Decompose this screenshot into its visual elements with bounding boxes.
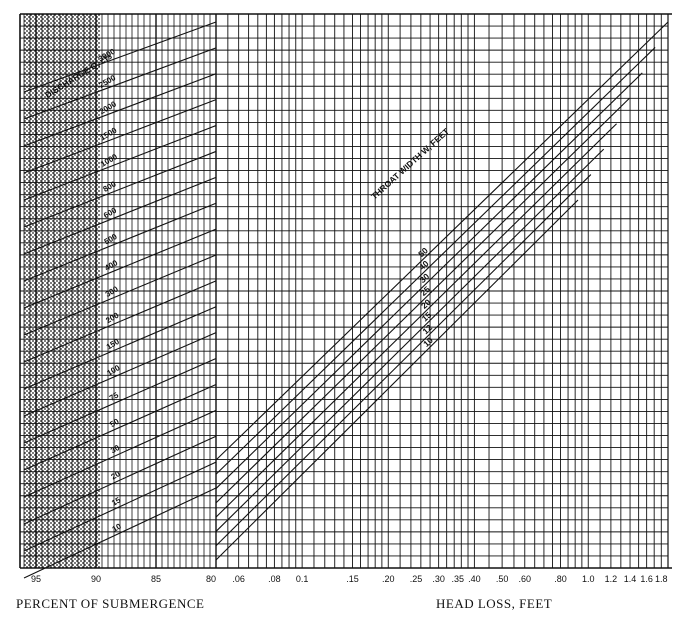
submergence-tick-label: 90 bbox=[91, 574, 101, 584]
discharge-value-label: 1500 bbox=[98, 125, 118, 142]
discharge-value-label: 200 bbox=[104, 310, 121, 325]
discharge-line bbox=[23, 435, 217, 525]
discharge-line bbox=[23, 150, 217, 228]
discharge-line bbox=[23, 280, 217, 363]
discharge-value-label: 500 bbox=[103, 232, 120, 247]
head-loss-tick-label: 1.6 bbox=[640, 574, 653, 584]
discharge-line bbox=[23, 99, 217, 174]
throat-width-line bbox=[215, 174, 592, 547]
throat-width-line bbox=[215, 148, 605, 532]
head-loss-tick-label: 1.4 bbox=[624, 574, 637, 584]
throat-width-value-label: 15 bbox=[420, 310, 434, 324]
discharge-value-label: 300 bbox=[104, 284, 121, 299]
discharge-line bbox=[23, 176, 217, 255]
throat-width-value-label: 30 bbox=[418, 271, 432, 285]
throat-width-line bbox=[215, 97, 630, 504]
discharge-line bbox=[23, 332, 217, 417]
submergence-tick-label: 95 bbox=[31, 574, 41, 584]
head-loss-tick-label: .25 bbox=[410, 574, 423, 584]
discharge-line bbox=[23, 47, 217, 120]
throat-width-line bbox=[215, 47, 656, 475]
grid-lines bbox=[19, 13, 672, 569]
head-loss-tick-label: .50 bbox=[496, 574, 509, 584]
head-loss-axis-title: HEAD LOSS, FEET bbox=[436, 596, 553, 611]
discharge-line bbox=[23, 358, 217, 444]
submergence-tick-label: 80 bbox=[206, 574, 216, 584]
discharge-line bbox=[23, 409, 217, 498]
submergence-axis-title: PERCENT OF SUBMERGENCE bbox=[16, 596, 205, 611]
head-loss-tick-label: .40 bbox=[468, 574, 481, 584]
head-loss-tick-label: .60 bbox=[519, 574, 532, 584]
head-loss-tick-label: .20 bbox=[382, 574, 395, 584]
discharge-line bbox=[23, 461, 217, 552]
throat-width-line bbox=[215, 72, 643, 489]
discharge-line bbox=[23, 202, 217, 282]
discharge-line bbox=[23, 383, 217, 471]
head-loss-tick-label: 0.1 bbox=[296, 574, 309, 584]
discharge-lines bbox=[23, 21, 217, 579]
head-loss-tick-label: 1.2 bbox=[605, 574, 618, 584]
head-loss-tick-label: .30 bbox=[432, 574, 445, 584]
discharge-line bbox=[23, 254, 217, 336]
head-loss-tick-label: .08 bbox=[268, 574, 281, 584]
throat-width-line bbox=[215, 21, 669, 461]
discharge-line bbox=[23, 125, 217, 201]
head-loss-tick-label: .06 bbox=[232, 574, 245, 584]
head-loss-tick-label: .80 bbox=[554, 574, 567, 584]
axis-tick-labels: 95 90 85 80 .06 .08 0.1 .15 .20 .25 .30 .35.40 .50 .6… bbox=[31, 574, 668, 584]
throat-width-value-label: 12 bbox=[420, 322, 434, 336]
discharge-value-label: 800 bbox=[101, 179, 118, 194]
discharge-line bbox=[23, 228, 217, 309]
discharge-line bbox=[23, 21, 217, 93]
head-loss-tick-label: 1.8 bbox=[655, 574, 668, 584]
discharge-line bbox=[23, 73, 217, 147]
discharge-value-label: 2500 bbox=[97, 73, 117, 90]
discharge-line bbox=[23, 306, 217, 390]
submergence-tick-label: 85 bbox=[151, 574, 161, 584]
throat-width-line bbox=[215, 123, 617, 518]
discharge-line bbox=[23, 487, 217, 579]
throat-width-title: THROAT WIDTH W, FEET bbox=[369, 126, 452, 202]
throat-width-value-label: 50 bbox=[416, 245, 430, 259]
throat-width-value-label: 40 bbox=[417, 258, 431, 272]
throat-width-value-label: 10 bbox=[421, 335, 435, 349]
head-loss-tick-label: .15 bbox=[346, 574, 359, 584]
discharge-value-label: 600 bbox=[102, 205, 119, 220]
throat-width-line bbox=[215, 199, 579, 561]
throat-width-lines bbox=[215, 21, 669, 561]
head-loss-tick-label: 1.0 bbox=[582, 574, 595, 584]
head-loss-tick-label: .35 bbox=[452, 574, 465, 584]
discharge-value-label: 400 bbox=[103, 258, 120, 273]
